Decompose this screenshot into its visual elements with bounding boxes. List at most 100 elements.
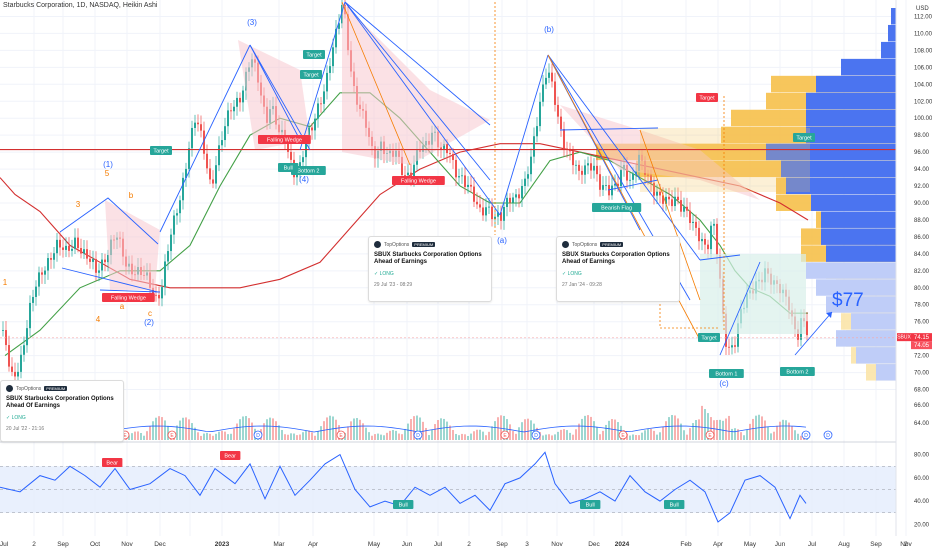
volume-bar	[407, 423, 409, 440]
volume-bar	[650, 428, 652, 440]
trend-line	[61, 267, 159, 293]
volume-bar	[494, 421, 496, 440]
volume-bar	[194, 427, 196, 440]
volume-bar	[185, 417, 187, 440]
trend-line	[607, 179, 659, 191]
volume-bar	[797, 433, 799, 440]
volume-bar	[638, 435, 640, 440]
volume-bar	[779, 421, 781, 440]
candle-body	[62, 247, 64, 250]
profile-bar-blue	[811, 194, 896, 211]
candle-body	[689, 210, 691, 223]
candle-body	[239, 97, 241, 103]
candle-body	[731, 345, 733, 348]
volume-bar	[608, 420, 610, 440]
x-axis-tick: 2	[904, 541, 908, 548]
volume-bar	[236, 423, 238, 440]
volume-bar	[665, 421, 667, 440]
candle-body	[107, 255, 109, 263]
target-tag	[150, 146, 172, 155]
wave-label: (2)	[144, 318, 154, 327]
volume-bar	[671, 415, 673, 440]
volume-bar	[377, 433, 379, 440]
volume-bar	[224, 431, 226, 440]
volume-bar	[140, 432, 142, 440]
candle-body	[17, 371, 19, 377]
volume-bar	[512, 431, 514, 440]
volume-bar	[176, 425, 178, 440]
news-card[interactable]: TopOptions PREMIUM SBUX Starbucks Corpora…	[0, 380, 124, 442]
candle-body	[590, 163, 592, 171]
earnings-marker-text: D	[534, 433, 538, 439]
volume-bar	[521, 422, 523, 440]
card-source: TopOptions	[572, 241, 598, 248]
y-axis-tick: 98.00	[914, 133, 930, 139]
volume-bar	[230, 433, 232, 440]
volume-bar	[698, 419, 700, 440]
volume-bar	[443, 418, 445, 440]
volume-bar	[683, 430, 685, 440]
volume-bar	[743, 435, 745, 440]
volume-bar	[740, 432, 742, 440]
candle-body	[536, 126, 538, 137]
volume-bar	[770, 433, 772, 440]
volume-bar	[542, 435, 544, 440]
volume-bar	[581, 418, 583, 440]
y-axis-tick: 110.00	[914, 31, 932, 37]
volume-bar	[242, 416, 244, 440]
candle-body	[503, 206, 505, 221]
x-axis-tick: Mar	[273, 541, 285, 548]
volume-bar	[209, 433, 211, 440]
candle-body	[41, 272, 43, 275]
fib-line	[341, 1, 411, 166]
projection-arrow-icon	[826, 312, 832, 318]
x-axis-tick: Apr	[308, 541, 319, 548]
x-axis-tick: Jul	[808, 541, 817, 548]
volume-bar	[557, 431, 559, 440]
volume-bar	[275, 421, 277, 440]
candle-body	[542, 84, 544, 102]
symbol-tag-text: SBUX	[897, 335, 911, 341]
candle-body	[290, 151, 292, 160]
volume-bar	[659, 432, 661, 440]
candle-body	[158, 294, 160, 299]
x-axis-tick: Oct	[90, 541, 100, 548]
volume-bar	[617, 422, 619, 440]
volume-bar	[374, 434, 376, 440]
earnings-marker-icon	[500, 430, 510, 440]
wave-label: (a)	[497, 236, 507, 245]
volume-bar	[452, 429, 454, 440]
trend-line	[344, 1, 501, 216]
candle-body	[458, 176, 460, 178]
target-zone-shade	[700, 254, 806, 334]
volume-bar	[458, 435, 460, 440]
pattern-tag	[392, 176, 445, 185]
target-tag-text: Target	[701, 336, 717, 342]
target-tag-text: Target	[303, 73, 319, 79]
wave-label: (c)	[719, 379, 729, 388]
news-card[interactable]: TopOptions PREMIUM SBUX Starbucks Corpora…	[368, 236, 492, 302]
x-axis-tick: Feb	[680, 541, 692, 548]
volume-bar	[626, 433, 628, 440]
volume-bar	[464, 434, 466, 440]
candle-body	[665, 196, 667, 204]
x-axis-tick: Nov	[551, 541, 563, 548]
candle-body	[485, 207, 487, 216]
candle-body	[449, 153, 451, 154]
volume-bar	[596, 427, 598, 440]
x-axis-tick: 2024	[615, 541, 630, 548]
volume-bar	[524, 419, 526, 440]
candle-body	[446, 143, 448, 154]
candle-body	[20, 354, 22, 372]
prev-price-tag	[911, 341, 932, 350]
candle-body	[332, 47, 334, 67]
news-card[interactable]: TopOptions PREMIUM SBUX Starbucks Corpora…	[556, 236, 680, 302]
candle-body	[23, 345, 25, 355]
candle-body	[470, 184, 472, 187]
volume-bar	[569, 432, 571, 440]
card-title: SBUX Starbucks Corporation Options Ahead…	[562, 252, 670, 265]
candle-body	[287, 143, 289, 152]
candle-body	[455, 159, 457, 178]
earnings-marker-text: E	[123, 433, 127, 439]
